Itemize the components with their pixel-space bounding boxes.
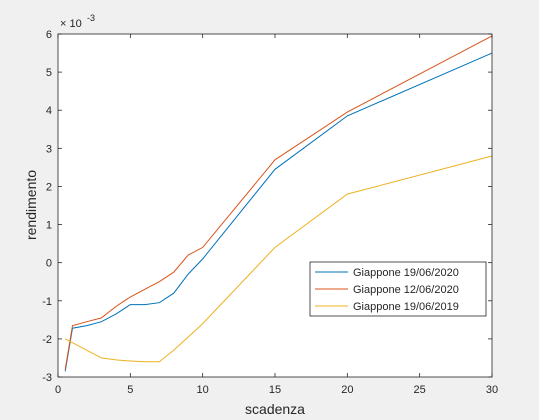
- series-layer: [64, 35, 493, 372]
- x-tick-label-1: 5: [127, 384, 133, 396]
- y-exponent-power: -3: [87, 13, 95, 23]
- y-tick-label-1: -2: [42, 334, 52, 346]
- x-axis-ticks: 0 5 10 15 20 25 30: [55, 34, 498, 396]
- series-line-1: [64, 35, 493, 370]
- y-tick-label-7: 4: [46, 105, 52, 117]
- legend: Giappone 19/06/2020 Giappone 12/06/2020 …: [309, 261, 487, 317]
- legend-label-1: Giappone 12/06/2020: [353, 284, 459, 296]
- y-axis-label: rendimento: [23, 170, 39, 240]
- y-tick-label-3: 0: [46, 258, 52, 270]
- y-tick-label-2: -1: [42, 296, 52, 308]
- series-line-0: [64, 52, 493, 372]
- y-tick-label-9: 6: [46, 29, 52, 41]
- y-tick-label-6: 3: [46, 143, 52, 155]
- x-tick-label-6: 30: [486, 384, 498, 396]
- y-exponent-base: × 10: [60, 18, 82, 30]
- y-tick-label-0: -3: [42, 372, 52, 384]
- x-axis-label: scadenza: [245, 401, 305, 417]
- legend-label-2: Giappone 19/06/2019: [353, 301, 459, 313]
- y-tick-label-4: 1: [46, 220, 52, 232]
- x-tick-label-2: 10: [197, 384, 209, 396]
- x-tick-label-4: 20: [341, 384, 353, 396]
- y-axis-ticks: -3 -2 -1 0 1 2 3 4 5 6: [42, 29, 492, 384]
- series-line-2: [64, 155, 493, 363]
- y-tick-label-5: 2: [46, 181, 52, 193]
- plot-area: [58, 34, 492, 377]
- x-tick-label-0: 0: [55, 384, 61, 396]
- x-tick-label-3: 15: [269, 384, 281, 396]
- y-tick-label-8: 5: [46, 67, 52, 79]
- legend-label-0: Giappone 19/06/2020: [353, 267, 459, 279]
- x-tick-label-5: 25: [414, 384, 426, 396]
